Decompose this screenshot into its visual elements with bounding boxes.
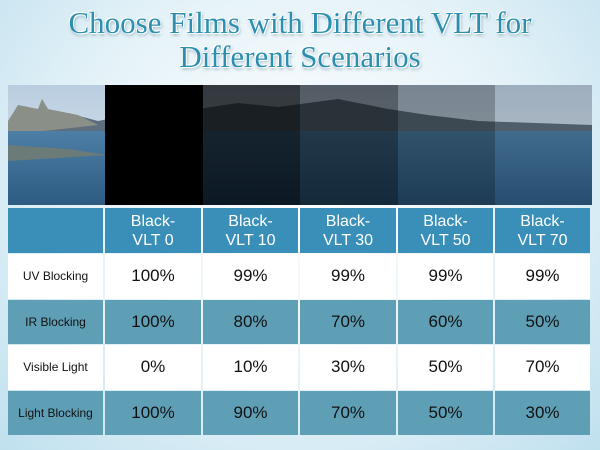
- value-cell: 99%: [203, 254, 298, 299]
- column-header: Black-VLT 70: [495, 208, 590, 253]
- row-label: IR Blocking: [8, 299, 103, 344]
- column-header: Black-VLT 50: [398, 208, 493, 253]
- column-header: Black-VLT 10: [203, 208, 298, 253]
- value-cell: 100%: [105, 390, 201, 435]
- value-cell: 100%: [105, 299, 201, 344]
- value-cell: 0%: [105, 345, 201, 390]
- value-cell: 70%: [495, 345, 590, 390]
- value-cell: 99%: [300, 254, 396, 299]
- row-label: Visible Light: [8, 345, 103, 390]
- value-cell: 99%: [495, 254, 590, 299]
- value-cell: 99%: [398, 254, 493, 299]
- value-cell: 50%: [495, 299, 590, 344]
- value-cell: 100%: [105, 254, 201, 299]
- title: Choose Films with Different VLT for Diff…: [68, 5, 532, 74]
- value-cell: 90%: [203, 390, 298, 435]
- value-cell: 80%: [203, 299, 298, 344]
- value-cell: 50%: [398, 390, 493, 435]
- value-cell: 70%: [300, 390, 396, 435]
- value-cell: 70%: [300, 299, 396, 344]
- header-cell: [8, 208, 103, 253]
- value-cell: 60%: [398, 299, 493, 344]
- column-header: Black-VLT 0: [105, 208, 201, 253]
- tint-comparison-photo: [8, 85, 592, 205]
- value-cell: 10%: [203, 345, 298, 390]
- value-cell: 30%: [300, 345, 396, 390]
- column-header: Black-VLT 30: [300, 208, 396, 253]
- value-cell: 50%: [398, 345, 493, 390]
- row-label: UV Blocking: [8, 254, 103, 299]
- value-cell: 30%: [495, 390, 590, 435]
- row-label: Light Blocking: [8, 390, 103, 435]
